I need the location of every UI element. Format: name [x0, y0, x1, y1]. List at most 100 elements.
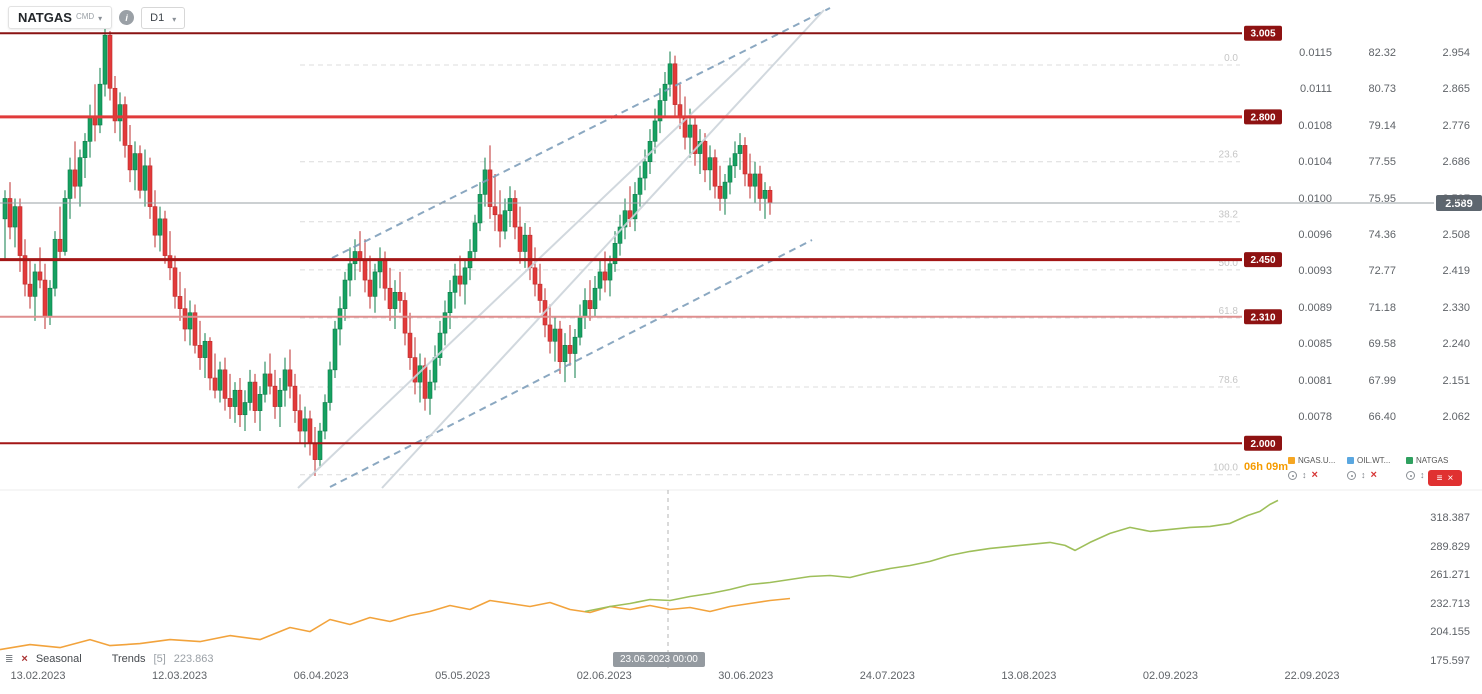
- candle-body: [502, 210, 508, 232]
- level-price-badge: [1244, 252, 1282, 268]
- instrument-ticker: NATGAS: [1416, 455, 1449, 465]
- candle-body: [67, 169, 73, 199]
- indicator-name-trends[interactable]: Trends: [111, 653, 146, 665]
- candle-body: [717, 185, 723, 199]
- candle-body: [7, 198, 13, 228]
- candle-body: [437, 332, 443, 358]
- candle-body: [37, 271, 43, 281]
- candle-body: [17, 206, 23, 256]
- fib-label-0.0: 0.0: [1224, 53, 1238, 64]
- candle-body: [597, 271, 603, 289]
- candle-body: [742, 145, 748, 175]
- candle-body: [237, 389, 243, 416]
- candle-body: [442, 312, 448, 334]
- candle-body: [702, 141, 708, 171]
- candle-body: [562, 345, 568, 362]
- candle-body: [147, 165, 153, 207]
- close-icon[interactable]: ×: [1311, 469, 1318, 481]
- candle-body: [242, 402, 248, 416]
- candle-body: [87, 116, 93, 142]
- candle-body: [122, 104, 128, 146]
- candle-body: [97, 83, 103, 126]
- sort-arrows-icon[interactable]: ↕: [1302, 470, 1307, 480]
- candle-body: [292, 385, 298, 411]
- candle-body: [532, 267, 538, 285]
- candle-body: [167, 255, 173, 269]
- candle-body: [652, 120, 658, 142]
- candle-body: [512, 198, 518, 228]
- candle-body: [747, 173, 753, 187]
- eye-icon[interactable]: [1406, 471, 1415, 480]
- level-price-badge: [1244, 25, 1282, 41]
- candle-body: [412, 357, 418, 383]
- timeframe-selector[interactable]: D1 ▾: [141, 6, 186, 29]
- level-badge-label: 2.800: [1250, 112, 1275, 123]
- candle-body: [397, 292, 403, 301]
- steep-gray-trend-1: [297, 57, 751, 489]
- candle-body: [247, 381, 253, 403]
- overlay-chip-ngasu[interactable]: NGAS.U... ↕ ×: [1288, 454, 1341, 481]
- candle-body: [187, 312, 193, 330]
- indicator-name-seasonal[interactable]: Seasonal: [35, 653, 82, 665]
- candle-body: [57, 238, 63, 252]
- timeframe-label: D1: [150, 11, 165, 24]
- candle-body: [322, 402, 328, 432]
- candle-body: [752, 173, 758, 187]
- fib-label-78.6: 78.6: [1219, 375, 1239, 386]
- indicator-settings-button[interactable]: ≡ ×: [1428, 470, 1462, 486]
- candle-body: [722, 181, 728, 199]
- candle-body: [287, 369, 293, 387]
- trend-line: [584, 499, 1279, 613]
- close-icon[interactable]: ×: [21, 653, 28, 665]
- candle-body: [272, 385, 278, 407]
- candle-body: [177, 296, 183, 309]
- candle-body: [462, 267, 468, 285]
- close-icon: ×: [1447, 472, 1454, 484]
- candle-body: [537, 283, 543, 301]
- candle-body: [707, 157, 713, 171]
- crosshair-date-label: 23.06.2023 00:00: [613, 652, 705, 667]
- candle-body: [657, 100, 663, 122]
- level-price-badge: [1244, 435, 1282, 451]
- candle-body: [622, 210, 628, 228]
- candle-body: [602, 271, 608, 281]
- overlay-chip-oilwt[interactable]: OIL.WT... ↕ ×: [1347, 454, 1400, 481]
- eye-icon[interactable]: [1347, 471, 1356, 480]
- candle-body: [757, 173, 763, 199]
- list-icon[interactable]: ≣: [5, 653, 14, 665]
- candle-body: [202, 340, 208, 358]
- close-icon[interactable]: ×: [1370, 469, 1377, 481]
- candle-body: [667, 63, 673, 85]
- candle-body: [277, 389, 283, 407]
- candle-body: [297, 410, 303, 432]
- sort-arrows-icon[interactable]: ↕: [1361, 470, 1366, 480]
- candle-body: [487, 169, 493, 207]
- candle-body: [157, 218, 163, 236]
- candle-body: [72, 169, 78, 187]
- candle-body: [447, 292, 453, 314]
- candle-body: [342, 279, 348, 309]
- indicator-value: 223.863: [173, 653, 214, 665]
- candle-body: [432, 357, 438, 383]
- chevron-down-icon: ▾: [98, 14, 103, 23]
- candle-body: [197, 345, 203, 358]
- candle-body: [727, 165, 733, 183]
- candle-body: [327, 369, 333, 403]
- info-icon[interactable]: i: [119, 10, 135, 25]
- candle-body: [732, 153, 738, 167]
- candle-body: [77, 157, 83, 187]
- candle-body: [337, 308, 343, 330]
- candle-body: [12, 206, 18, 228]
- sort-arrows-icon[interactable]: ↕: [1420, 470, 1425, 480]
- eye-icon[interactable]: [1288, 471, 1297, 480]
- level-badge-label: 2.450: [1250, 255, 1275, 266]
- candle-body: [607, 263, 613, 281]
- current-price-label: 2.589: [1445, 198, 1473, 210]
- candle-countdown: 06h 09m: [1244, 461, 1289, 473]
- level-badge-label: 3.005: [1250, 29, 1275, 40]
- candle-body: [42, 279, 48, 318]
- candle-body: [522, 234, 528, 252]
- symbol-selector[interactable]: NATGAS CMD ▾: [8, 6, 113, 29]
